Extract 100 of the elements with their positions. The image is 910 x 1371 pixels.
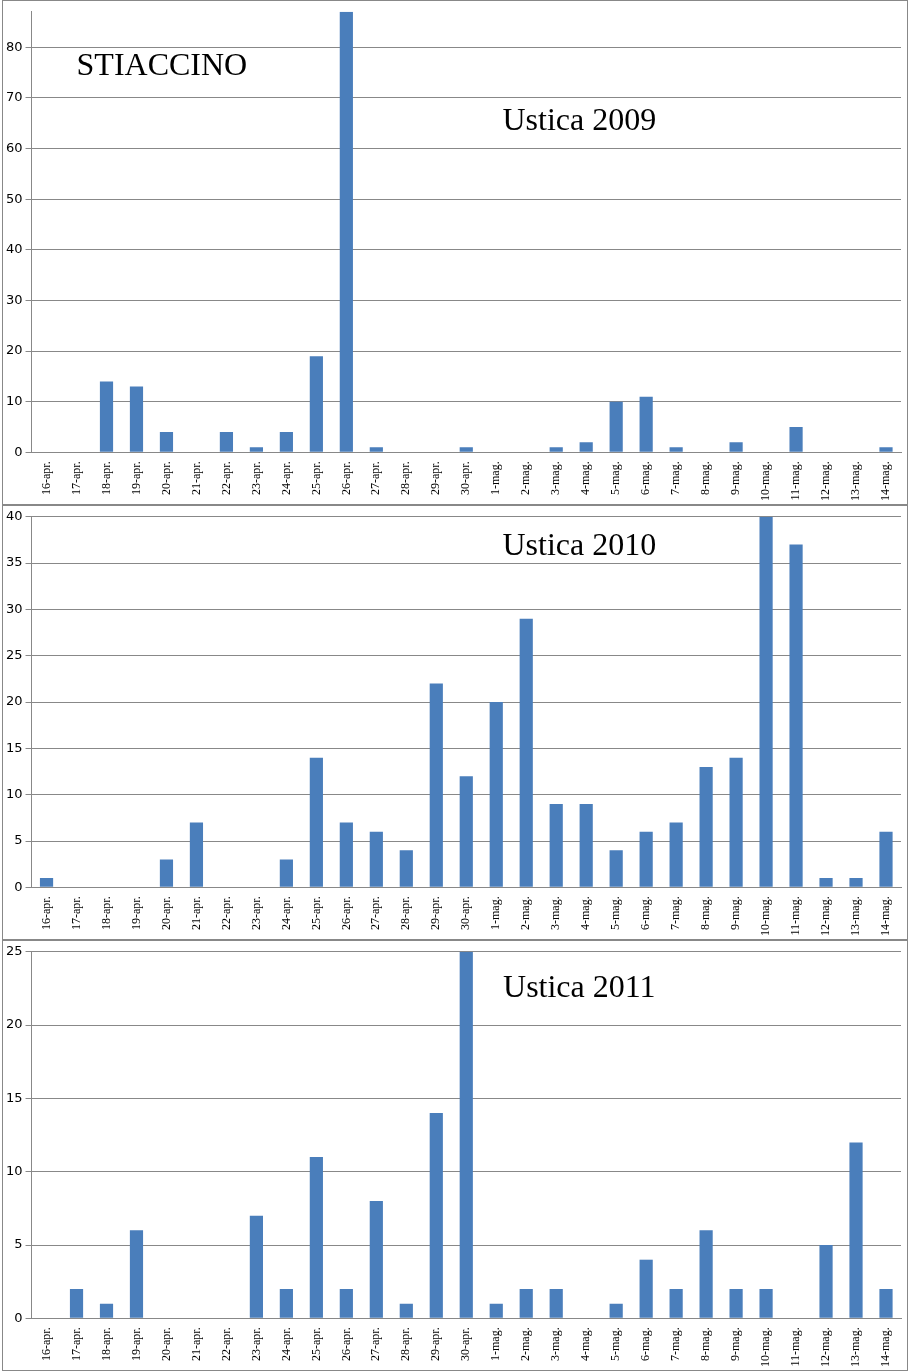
y-tick-label: 10	[6, 786, 23, 802]
bar	[369, 831, 383, 887]
y-tick-label: 20	[6, 1016, 23, 1032]
y-tick-label: 70	[6, 89, 23, 105]
bar	[549, 447, 563, 452]
y-tick-label: 60	[6, 139, 23, 155]
x-tick-label: 24-apr.	[278, 1327, 293, 1361]
bar	[279, 432, 293, 452]
bar	[789, 544, 803, 887]
bar	[309, 1157, 323, 1318]
x-tick-label: 8-mag.	[698, 896, 713, 930]
x-tick-label: 21-apr.	[188, 461, 203, 495]
x-tick-label: 26-apr.	[338, 1327, 353, 1361]
bar	[609, 850, 623, 887]
y-tick-label: 25	[6, 943, 23, 959]
bar	[459, 447, 473, 452]
x-tick-label: 14-mag.	[878, 1327, 893, 1367]
bar	[249, 447, 263, 452]
x-tick-label: 4-mag.	[578, 896, 593, 930]
y-tick-label: 0	[14, 1309, 23, 1325]
bar	[489, 702, 503, 887]
x-tick-label: 22-apr.	[218, 896, 233, 930]
x-tick-label: 18-apr.	[98, 461, 113, 495]
bar	[879, 831, 893, 887]
y-tick-label: 15	[6, 1089, 23, 1105]
bar	[309, 757, 323, 887]
y-tick-label: 30	[6, 600, 23, 616]
bar	[579, 442, 593, 452]
bar	[219, 432, 234, 452]
bar	[69, 1289, 84, 1318]
bar	[639, 396, 653, 452]
bar	[669, 447, 683, 452]
y-tick-label: 10	[6, 1163, 23, 1179]
x-tick-label: 10-mag.	[758, 1327, 773, 1367]
y-tick-label: 40	[6, 241, 23, 257]
x-tick-label: 2-mag.	[518, 461, 533, 495]
y-tick-label: 5	[14, 832, 23, 848]
x-tick-label: 21-apr.	[188, 1327, 203, 1361]
y-tick-label: 0	[14, 443, 23, 459]
bar	[759, 516, 773, 887]
y-tick-label: 20	[6, 342, 23, 358]
x-tick-label: 3-mag.	[548, 461, 563, 495]
y-tick-label: 15	[6, 739, 23, 755]
bar	[729, 757, 743, 887]
x-tick-label: 6-mag.	[638, 1327, 653, 1361]
x-tick-label: 19-apr.	[128, 461, 143, 495]
x-tick-label: 24-apr.	[278, 461, 293, 495]
bar	[279, 1289, 293, 1318]
bar	[609, 401, 623, 452]
x-tick-label: 14-mag.	[878, 896, 893, 936]
bar	[849, 878, 863, 887]
x-tick-label: 9-mag.	[728, 896, 743, 930]
x-tick-label: 16-apr.	[38, 461, 53, 495]
bar	[39, 878, 54, 887]
x-tick-label: 11-mag.	[788, 1327, 803, 1367]
bar	[459, 776, 473, 887]
bar	[579, 803, 593, 887]
bar	[729, 442, 743, 452]
bar	[639, 831, 653, 887]
bar	[429, 683, 443, 887]
x-tick-label: 29-apr.	[428, 896, 443, 930]
x-tick-label: 12-mag.	[818, 896, 833, 936]
bar	[99, 381, 114, 452]
bar	[879, 1289, 893, 1318]
x-tick-label: 30-apr.	[458, 896, 473, 930]
x-tick-label: 17-apr.	[68, 1327, 83, 1361]
bar	[819, 878, 833, 887]
y-tick-label: 40	[6, 508, 23, 524]
x-tick-label: 12-mag.	[818, 461, 833, 501]
bar	[549, 803, 563, 887]
x-tick-label: 16-apr.	[38, 1327, 53, 1361]
x-tick-label: 2-mag.	[518, 1327, 533, 1361]
bar	[279, 859, 293, 887]
x-tick-label: 17-apr.	[68, 461, 83, 495]
bar	[189, 822, 204, 887]
chart-title: Ustica 2010	[502, 525, 657, 562]
y-tick-label: 30	[6, 291, 23, 307]
x-tick-label: 23-apr.	[248, 896, 263, 930]
x-tick-label: 6-mag.	[638, 461, 653, 495]
x-tick-label: 4-mag.	[578, 461, 593, 495]
x-tick-label: 27-apr.	[368, 461, 383, 495]
text: Ustica 2011	[503, 967, 656, 1004]
bar	[759, 1289, 773, 1318]
x-tick-label: 14-mag.	[878, 461, 893, 501]
x-tick-label: 13-mag.	[848, 461, 863, 501]
x-tick-label: 11-mag.	[788, 461, 803, 501]
x-tick-label: 27-apr.	[368, 1327, 383, 1361]
bar	[669, 1289, 683, 1318]
x-tick-label: 2-mag.	[518, 896, 533, 930]
bar	[159, 432, 174, 452]
bar	[99, 1303, 114, 1318]
bar	[789, 427, 803, 452]
x-tick-label: 13-mag.	[848, 896, 863, 936]
x-tick-label: 30-apr.	[458, 461, 473, 495]
bar	[309, 356, 323, 452]
x-tick-label: 23-apr.	[248, 1327, 263, 1361]
x-tick-label: 20-apr.	[158, 896, 173, 930]
x-tick-label: 29-apr.	[428, 1327, 443, 1361]
x-tick-label: 20-apr.	[158, 461, 173, 495]
bar	[399, 1303, 413, 1318]
